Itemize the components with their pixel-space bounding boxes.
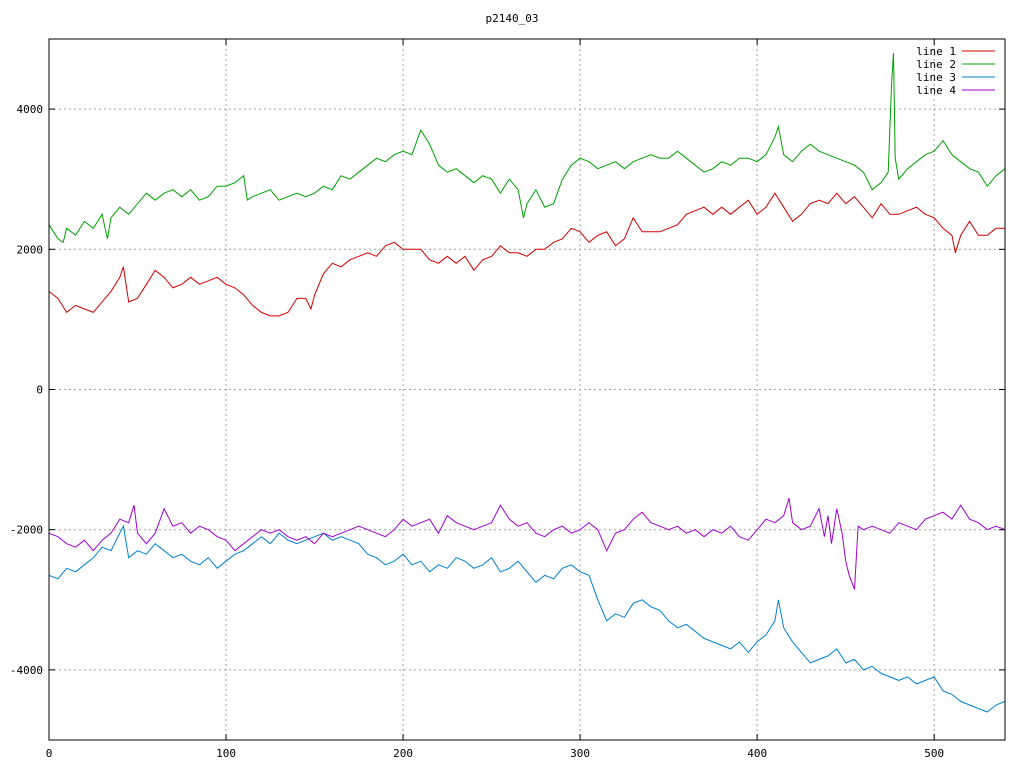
y-tick-label: 0	[36, 384, 43, 397]
series-lines	[48, 52, 1006, 713]
axis-ticks: 0 100 200 300 400 500 -4000 -2000 0 2000 4000	[10, 39, 1005, 760]
series-line-1	[48, 192, 1005, 317]
series-line-4	[48, 498, 1006, 590]
legend-label-1: line 1	[916, 45, 956, 58]
y-tick-label: -4000	[10, 664, 43, 677]
x-tick-label: 100	[216, 747, 236, 760]
series-line-2	[48, 52, 1006, 244]
x-tick-label: 200	[393, 747, 413, 760]
x-tick-label: 0	[46, 747, 53, 760]
grid	[49, 39, 1005, 740]
x-tick-label: 300	[570, 747, 590, 760]
y-tick-label: 4000	[17, 103, 44, 116]
series-line-3	[48, 524, 1006, 713]
legend-label-3: line 3	[916, 71, 956, 84]
legend-label-2: line 2	[916, 58, 956, 71]
x-tick-label: 400	[747, 747, 767, 760]
x-tick-label: 500	[924, 747, 944, 760]
chart-title: p2140_03	[486, 12, 539, 25]
plot-frame	[48, 38, 1006, 741]
legend-label-4: line 4	[916, 84, 956, 97]
y-tick-label: 2000	[17, 243, 44, 256]
y-tick-label: -2000	[10, 524, 43, 537]
